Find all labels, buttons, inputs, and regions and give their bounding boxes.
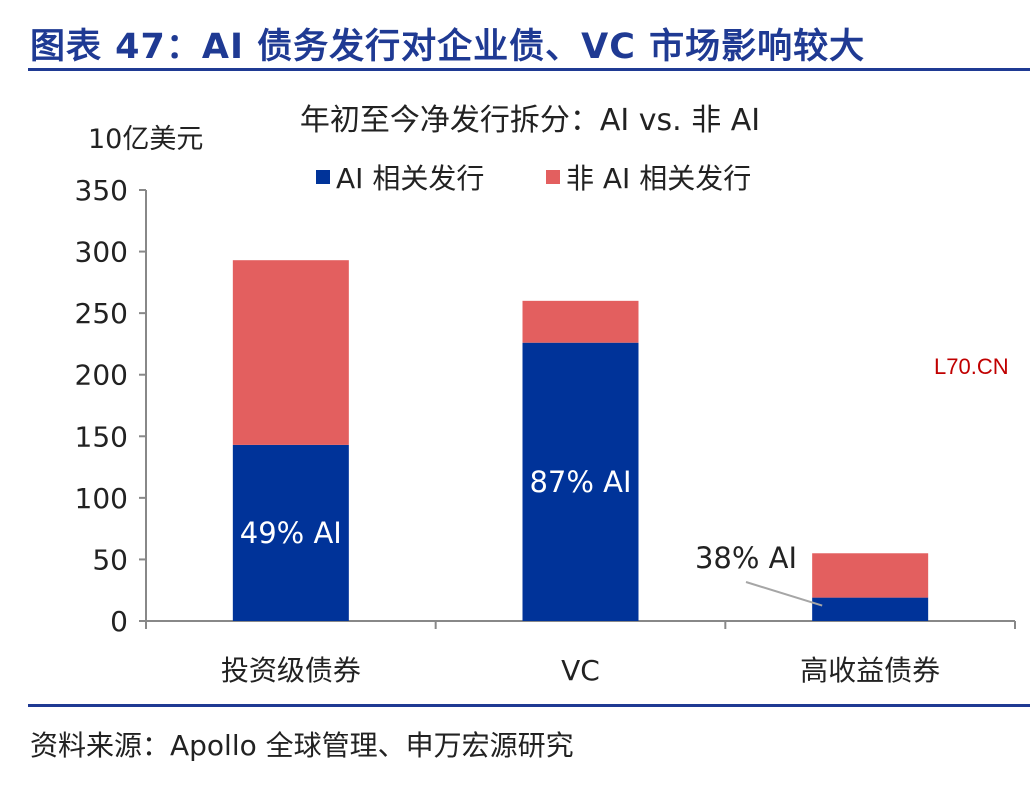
watermark: L70.CN (934, 354, 1009, 379)
legend-swatch (316, 170, 330, 184)
chart-title: 年初至今净发行拆分：AI vs. 非 AI (300, 103, 760, 138)
title-rule (28, 68, 1030, 71)
figure-title: 图表 47：AI 债务发行对企业债、VC 市场影响较大 (30, 27, 866, 67)
data-labels: 49% AI 87% AI 38% AI (240, 465, 823, 607)
y-tick-label: 150 (75, 420, 128, 453)
legend-swatch (546, 170, 560, 184)
y-tick-label: 350 (75, 174, 128, 207)
y-tick-label: 250 (75, 297, 128, 330)
legend-label: 非 AI 相关发行 (566, 162, 751, 195)
y-tick-label: 300 (75, 236, 128, 269)
data-label: 87% AI (529, 465, 631, 499)
x-tick-label: 高收益债券 (800, 654, 940, 687)
y-tick-label: 200 (75, 359, 128, 392)
y-axis-unit-label: 10亿美元 (88, 124, 203, 155)
bar-ai (232, 444, 349, 621)
y-tick-label: 100 (75, 482, 128, 515)
data-label: 38% AI (695, 541, 797, 575)
source-rule (28, 704, 1030, 707)
data-label: 49% AI (240, 516, 342, 550)
stacked-bar-chart: 年初至今净发行拆分：AI vs. 非 AI 10亿美元 AI 相关发行 非 AI … (75, 103, 1016, 687)
bar-non-ai (812, 553, 929, 598)
source-note: 资料来源：Apollo 全球管理、申万宏源研究 (30, 729, 574, 762)
legend-label: AI 相关发行 (336, 162, 484, 195)
x-tick-label: VC (561, 654, 600, 687)
bar-non-ai (522, 300, 639, 343)
x-tick-label: 投资级债券 (221, 654, 361, 687)
bars (232, 260, 929, 621)
y-tick-label: 50 (92, 543, 128, 576)
data-label-leader (745, 581, 823, 607)
bar-non-ai (232, 260, 349, 445)
bar-ai (522, 342, 639, 621)
y-tick-label: 0 (110, 605, 128, 638)
legend: AI 相关发行 非 AI 相关发行 (316, 162, 751, 195)
bar-ai (812, 597, 929, 621)
